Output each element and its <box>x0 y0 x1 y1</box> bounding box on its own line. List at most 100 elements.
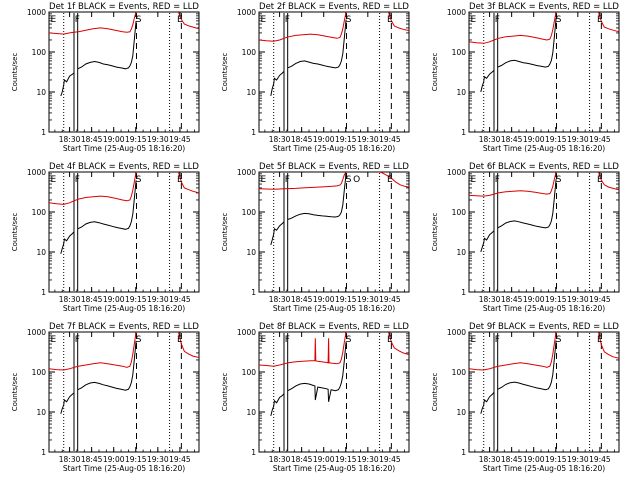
x-tick-label: 18:30 <box>479 455 501 464</box>
events-line-segment-1 <box>60 72 75 97</box>
x-tick-label: 18:30 <box>269 455 291 464</box>
plot-frame <box>468 11 620 133</box>
detector-panel-7: Det 7f BLACK = Events, RED = LLD Counts/s… <box>11 322 200 473</box>
marker-label: S <box>556 175 562 185</box>
panel-title: Det 7f BLACK = Events, RED = LLD <box>49 322 199 332</box>
events-line-segment-2 <box>77 20 137 70</box>
y-tick-label: 1000 <box>27 168 46 177</box>
lld-line-segment-1 <box>259 332 347 367</box>
y-tick-label: 10 <box>456 248 466 257</box>
panel-title: Det 1f BLACK = Events, RED = LLD <box>49 2 199 12</box>
x-tick-label: 18:30 <box>59 295 81 304</box>
marker-label: E <box>387 335 393 345</box>
x-tick-label: 19:30 <box>357 135 379 144</box>
y-tick-label: 100 <box>32 208 47 217</box>
events-line-segment-1 <box>270 221 285 246</box>
x-axis-label: Start Time (25-Aug-05 18:16:20) <box>63 304 185 313</box>
x-tick-label: 19:15 <box>125 455 147 464</box>
marker-label: E <box>260 335 266 345</box>
y-tick-label: 100 <box>452 48 467 57</box>
marker-label: F <box>495 335 500 345</box>
y-tick-label: 1 <box>41 128 46 137</box>
marker-label: F <box>285 15 290 25</box>
y-tick-label: 1000 <box>27 328 46 337</box>
x-tick-label: 19:00 <box>523 455 545 464</box>
plot-frame <box>258 331 410 453</box>
y-tick-label: 1000 <box>237 328 256 337</box>
panel-title: Det 2f BLACK = Events, RED = LLD <box>259 2 409 12</box>
x-tick-label: 19:30 <box>567 455 589 464</box>
events-line-segment-1 <box>60 231 75 254</box>
x-tick-label: 19:30 <box>567 135 589 144</box>
x-tick-label: 18:45 <box>81 295 103 304</box>
y-tick-label: 1 <box>251 288 256 297</box>
x-tick-label: 19:00 <box>523 135 545 144</box>
x-tick-label: 18:45 <box>501 135 523 144</box>
marker-label: E <box>50 335 56 345</box>
detector-panel-1: Det 1f BLACK = Events, RED = LLD Counts/s… <box>11 2 200 153</box>
y-tick-label: 10 <box>246 248 256 257</box>
y-tick-label: 1000 <box>237 168 256 177</box>
x-tick-label: 18:30 <box>59 135 81 144</box>
x-tick-label: 18:45 <box>81 455 103 464</box>
marker-label: S <box>136 335 142 345</box>
x-tick-label: 18:45 <box>291 455 313 464</box>
x-tick-label: 19:45 <box>589 455 611 464</box>
marker-label: S <box>556 335 562 345</box>
x-tick-label: 19:15 <box>125 135 147 144</box>
marker-label: E <box>177 15 183 25</box>
marker-label: S <box>346 15 352 25</box>
marker-label: E <box>50 175 56 185</box>
lld-line-segment-2 <box>387 332 409 356</box>
marker-label: S <box>136 175 142 185</box>
y-tick-label: 1000 <box>447 8 466 17</box>
y-axis-label: Counts/sec <box>11 373 19 412</box>
x-tick-label: 19:45 <box>379 455 401 464</box>
detector-panel-8: Det 8f BLACK = Events, RED = LLD Counts/s… <box>221 322 410 473</box>
x-tick-label: 18:45 <box>501 295 523 304</box>
marker-label: E <box>597 335 603 345</box>
lld-line-segment-2 <box>378 172 409 188</box>
y-tick-label: 100 <box>32 48 47 57</box>
marker-label: S <box>346 335 352 345</box>
plot-frame <box>258 171 410 293</box>
x-tick-label: 19:30 <box>357 295 379 304</box>
x-tick-label: 18:30 <box>479 295 501 304</box>
marker-label: E <box>597 175 603 185</box>
marker-label: S <box>346 175 352 185</box>
y-tick-label: 10 <box>36 408 46 417</box>
x-tick-label: 19:00 <box>313 455 335 464</box>
marker-label: F <box>75 15 80 25</box>
events-line-segment-2 <box>287 19 347 69</box>
x-tick-label: 19:30 <box>567 295 589 304</box>
detector-panel-2: Det 2f BLACK = Events, RED = LLD Counts/s… <box>221 2 410 153</box>
x-tick-label: 19:45 <box>169 295 191 304</box>
lld-line-segment-1 <box>259 12 347 42</box>
y-axis-label: Counts/sec <box>221 373 229 412</box>
x-tick-label: 19:15 <box>545 455 567 464</box>
lld-line-segment-2 <box>597 12 619 33</box>
x-axis-label: Start Time (25-Aug-05 18:16:20) <box>483 464 605 473</box>
marker-label: E <box>597 15 603 25</box>
x-tick-label: 19:45 <box>169 135 191 144</box>
plot-frame <box>468 171 620 293</box>
marker-label: E <box>470 175 476 185</box>
y-tick-label: 100 <box>452 208 467 217</box>
marker-label: E <box>177 175 183 185</box>
y-tick-label: 1 <box>41 288 46 297</box>
y-tick-label: 1000 <box>27 8 46 17</box>
x-tick-label: 18:45 <box>291 135 313 144</box>
lld-line-segment-1 <box>49 172 137 205</box>
x-tick-label: 19:15 <box>125 295 147 304</box>
marker-label: S <box>556 15 562 25</box>
marker-label: E <box>387 15 393 25</box>
marker-label: O <box>353 175 360 185</box>
x-tick-label: 18:45 <box>291 295 313 304</box>
x-tick-label: 19:45 <box>169 455 191 464</box>
detector-panel-5: Det 5f BLACK = Events, RED = LLD Counts/s… <box>221 162 410 313</box>
x-tick-label: 18:30 <box>59 455 81 464</box>
lld-line-segment-2 <box>177 12 199 30</box>
y-tick-label: 10 <box>456 88 466 97</box>
y-tick-label: 10 <box>36 248 46 257</box>
